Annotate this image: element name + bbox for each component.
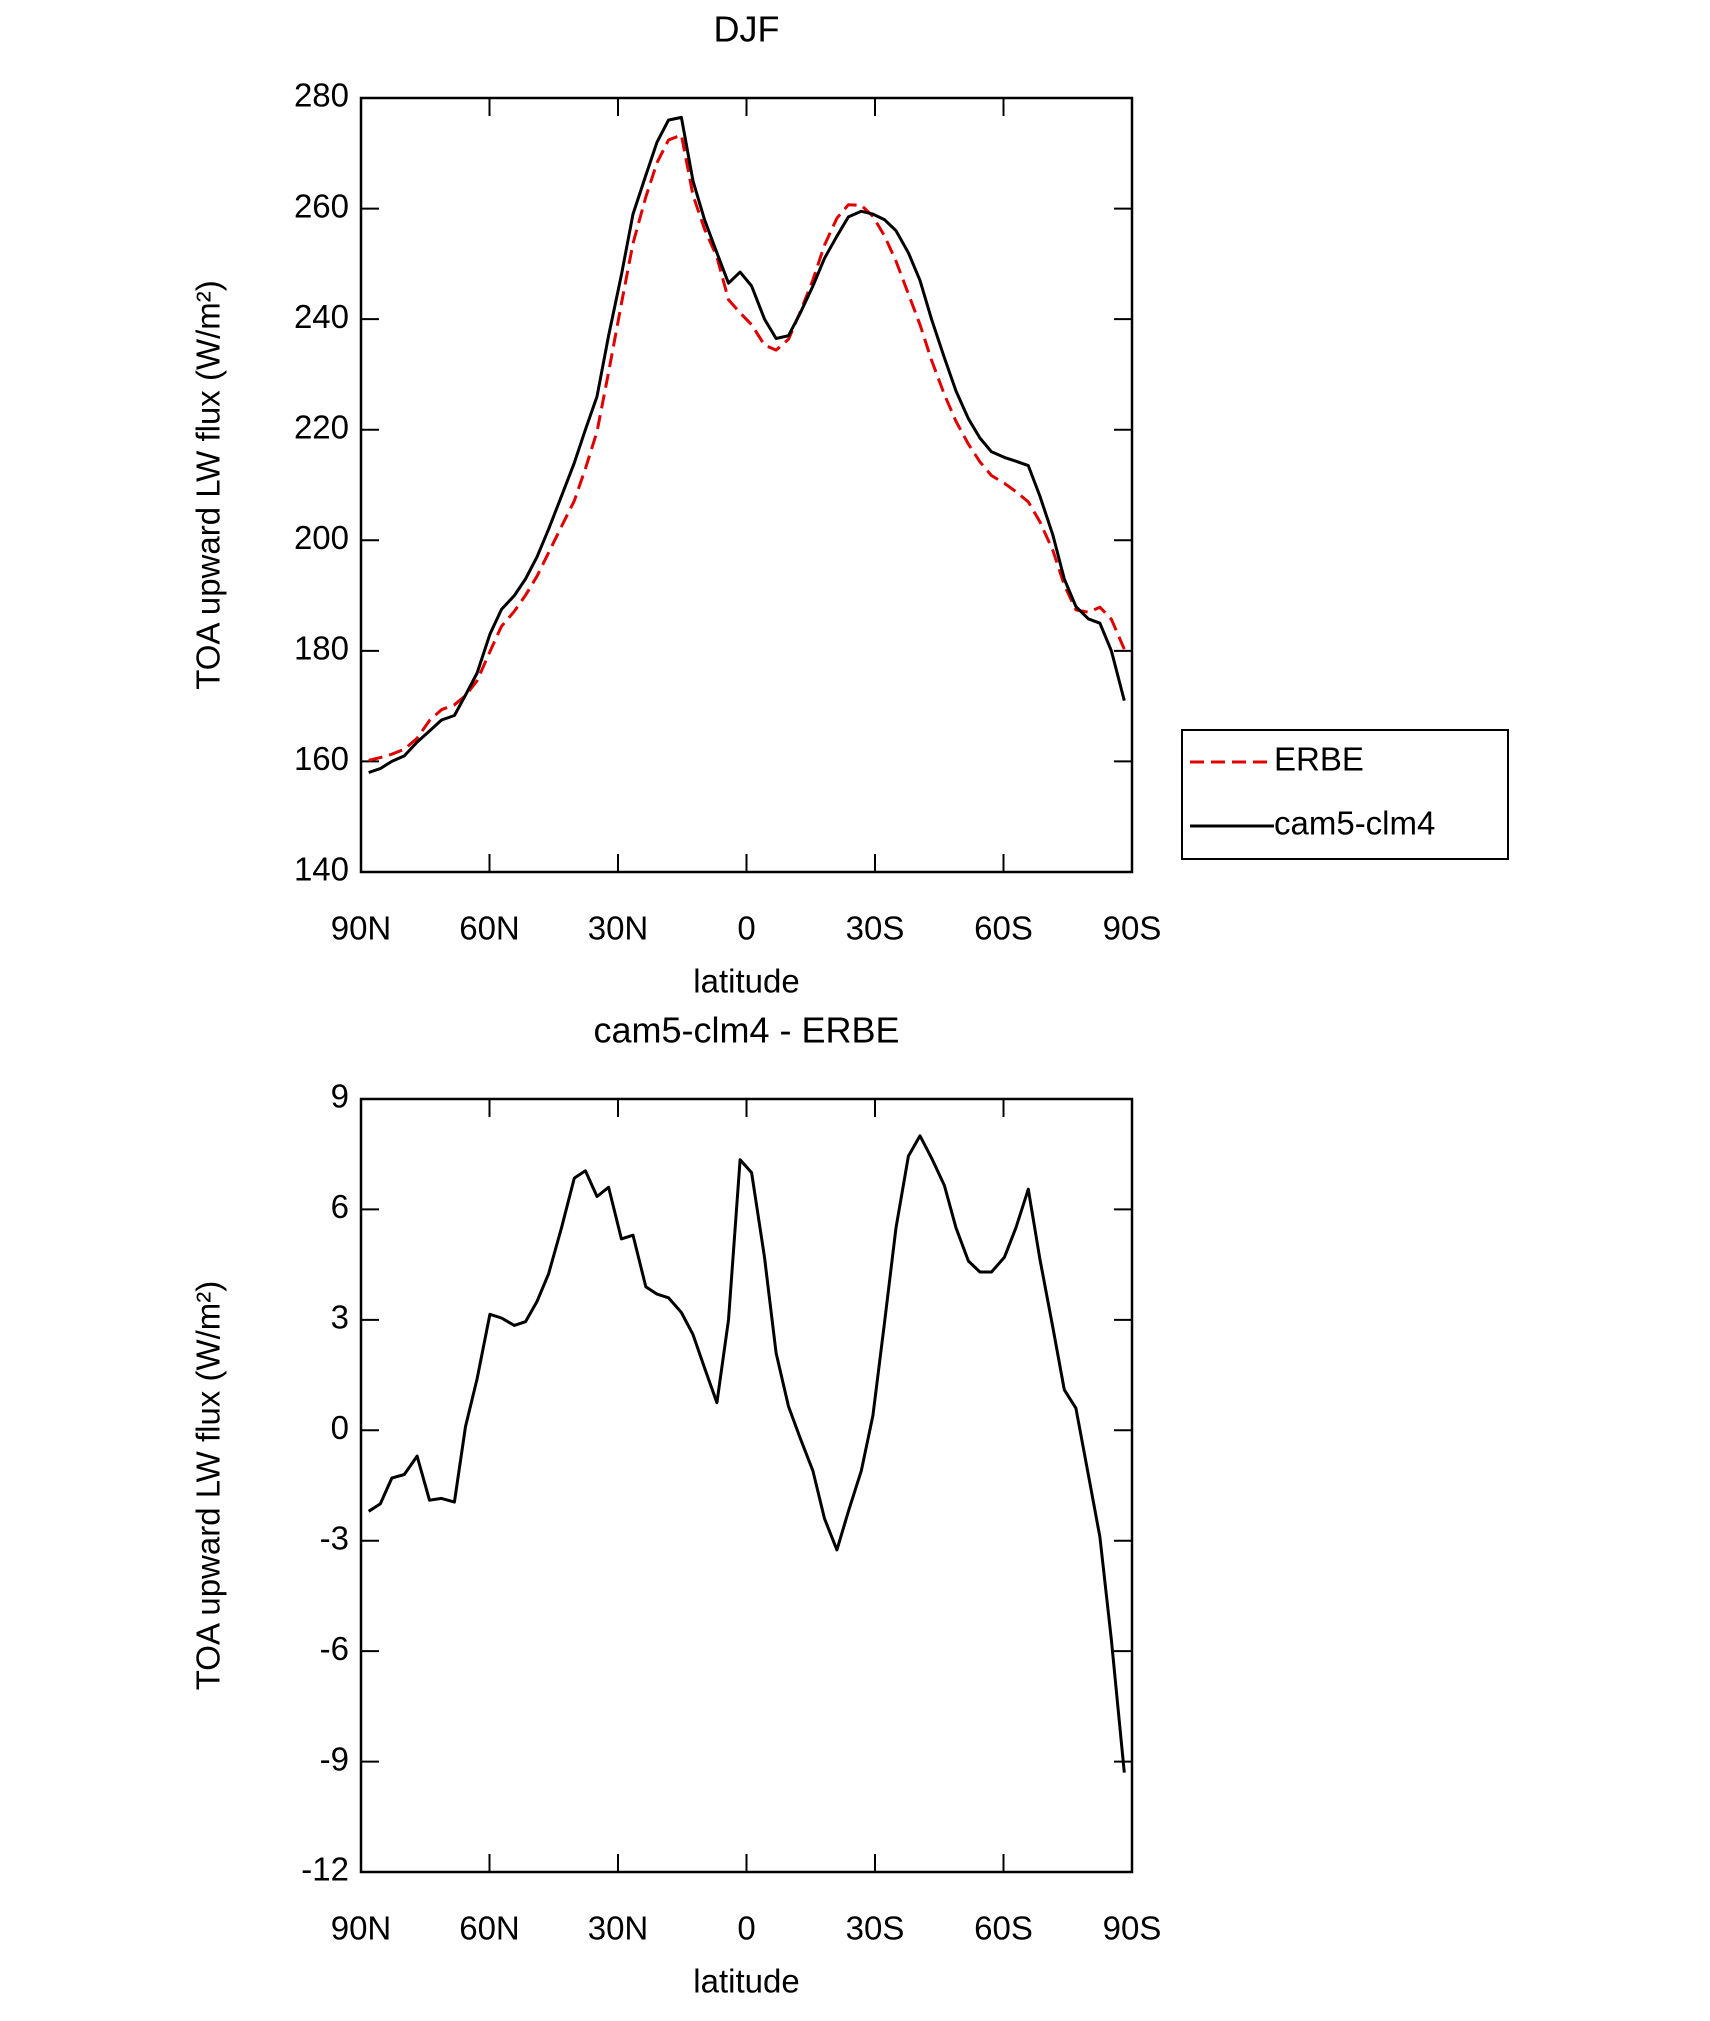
y-tick-label: -6 [320,1630,349,1667]
y-tick-label: 160 [294,740,349,777]
y-tick-label: 0 [331,1409,349,1446]
legend-box [1181,729,1509,860]
y-tick-label: 6 [331,1188,349,1225]
x-axis-label: latitude [693,963,799,1000]
x-tick-label: 0 [737,1910,755,1947]
y-axis-label: TOA upward LW flux (W/m²) [190,280,227,690]
x-tick-label: 90N [331,1910,392,1947]
y-tick-label: 280 [294,77,349,114]
x-tick-label: 30S [846,910,905,947]
legend-label: cam5-clm4 [1274,805,1435,842]
x-tick-label: 60N [459,910,520,947]
y-tick-label: -9 [320,1740,349,1777]
y-axis-label: TOA upward LW flux (W/m²) [190,1281,227,1691]
x-tick-label: 90S [1103,1910,1162,1947]
y-tick-label: 3 [331,1299,349,1336]
plot-frame [359,1097,1134,1874]
legend: ERBE cam5-clm4 [1181,729,1509,860]
x-tick-label: 60S [974,1910,1033,1947]
x-axis-label: latitude [693,1963,799,2000]
y-tick-label: 220 [294,408,349,445]
x-tick-label: 90N [331,910,392,947]
y-tick-label: -3 [320,1519,349,1556]
y-tick-label: 9 [331,1078,349,1115]
series-line [367,1134,1126,1773]
y-tick-label: 200 [294,519,349,556]
y-tick-label: -12 [301,1851,349,1888]
x-tick-label: 30N [588,910,649,947]
x-tick-label: 60N [459,1910,520,1947]
y-tick-label: 240 [294,298,349,335]
series-line [368,133,1126,762]
y-tick-label: 140 [294,851,349,888]
x-tick-label: 30S [846,1910,905,1947]
chart-title: DJF [714,9,780,50]
plot-frame [359,96,1134,874]
legend-label: ERBE [1274,741,1364,778]
x-tick-label: 90S [1103,910,1162,947]
y-tick-label: 180 [294,630,349,667]
x-tick-label: 30N [588,1910,649,1947]
chart-title: cam5-clm4 - ERBE [593,1010,899,1051]
x-tick-label: 60S [974,910,1033,947]
series-line [368,115,1126,774]
x-tick-label: 0 [737,910,755,947]
y-tick-label: 260 [294,187,349,224]
